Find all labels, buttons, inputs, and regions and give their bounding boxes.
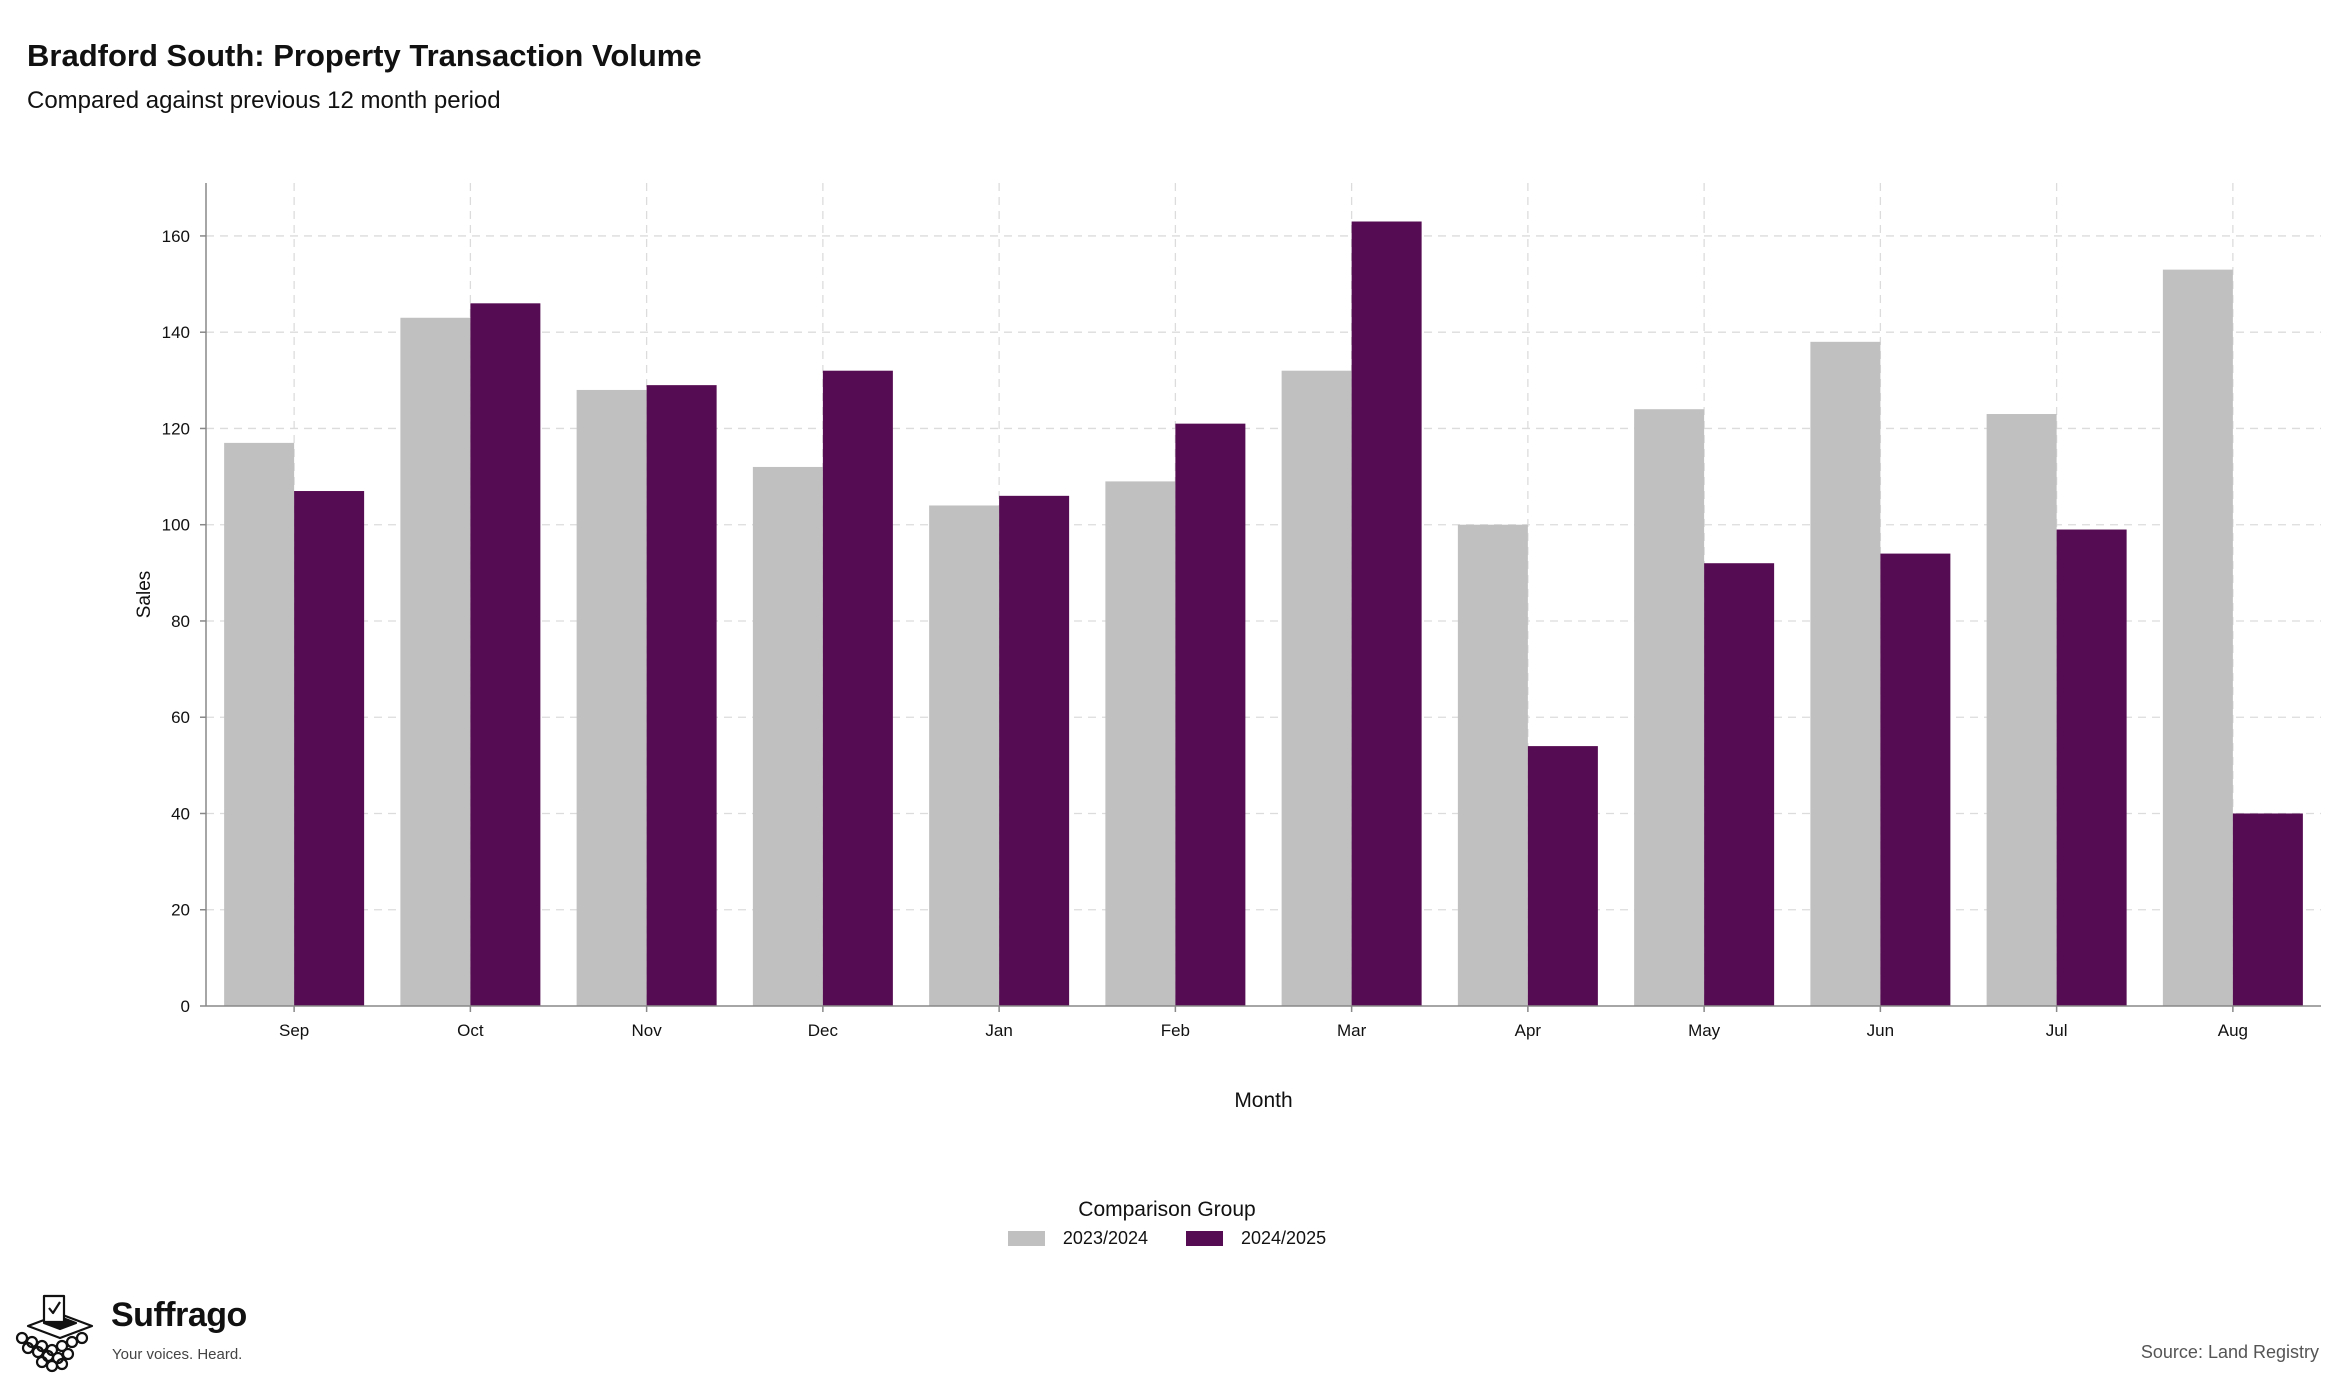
bar-2024-2025-jun	[1880, 553, 1951, 1006]
bar-2023-2024-sep	[224, 442, 295, 1006]
y-tick-label: 140	[162, 323, 190, 342]
legend-title: Comparison Group	[1078, 1198, 1256, 1221]
x-tick-label-jan: Jan	[985, 1021, 1012, 1040]
bars	[224, 221, 2303, 1006]
x-tick-label-may: May	[1688, 1021, 1721, 1040]
y-tick-label: 0	[181, 997, 190, 1016]
bar-2024-2025-jul	[2056, 529, 2127, 1006]
x-tick-label-jun: Jun	[1867, 1021, 1894, 1040]
bar-2023-2024-jul	[1986, 414, 2057, 1006]
bar-2024-2025-dec	[822, 370, 893, 1006]
x-tick-label-aug: Aug	[2218, 1021, 2248, 1040]
bar-2024-2025-apr	[1527, 746, 1598, 1006]
y-tick-label: 20	[171, 901, 190, 920]
bar-2024-2025-mar	[1351, 221, 1422, 1006]
bar-2023-2024-oct	[400, 317, 471, 1006]
x-tick-label-mar: Mar	[1337, 1021, 1367, 1040]
bar-2024-2025-nov	[646, 385, 717, 1006]
legend-label-2023-2024: 2023/2024	[1062, 1228, 1148, 1248]
ballot-box-icon	[15, 1294, 94, 1373]
legend-items: 2023/2024 2024/2025	[1007, 1228, 1326, 1249]
bar-2023-2024-jan	[929, 505, 1000, 1006]
x-tick-label-apr: Apr	[1515, 1021, 1542, 1040]
bar-2023-2024-aug	[2162, 269, 2233, 1006]
chart-title: Bradford South: Property Transaction Vol…	[27, 38, 702, 73]
bar-2023-2024-apr	[1457, 524, 1528, 1006]
x-tick-label-sep: Sep	[279, 1021, 309, 1040]
bar-2024-2025-jan	[999, 495, 1070, 1006]
y-tick-label: 60	[171, 708, 190, 727]
bar-2023-2024-mar	[1281, 370, 1352, 1006]
legend: Comparison Group 2023/2024 2024/2025	[0, 1198, 2334, 1251]
axes: 0 20 40 60 80 100 120 140 160 Sep Oct Nov Dec Jan Feb M…	[162, 183, 2321, 1040]
y-tick-label: 40	[171, 804, 190, 823]
y-tick-label: 80	[171, 612, 190, 631]
legend-swatch-2024-2025	[1186, 1231, 1223, 1246]
bar-2023-2024-may	[1634, 409, 1705, 1006]
bar-2024-2025-aug	[2232, 813, 2303, 1006]
y-tick-label: 120	[162, 419, 190, 438]
bar-2023-2024-nov	[576, 389, 647, 1006]
x-tick-label-jul: Jul	[2046, 1021, 2068, 1040]
y-tick-label: 100	[162, 516, 190, 535]
bar-2024-2025-oct	[470, 303, 541, 1006]
y-axis-title: Sales	[134, 571, 155, 619]
x-axis-title: Month	[1234, 1089, 1292, 1112]
legend-swatch-2023-2024	[1007, 1231, 1045, 1246]
x-tick-label-dec: Dec	[808, 1021, 839, 1040]
brand-logo: Suffrago Your voices. Heard.	[14, 1292, 254, 1373]
bar-2023-2024-feb	[1105, 481, 1176, 1006]
bar-2024-2025-feb	[1175, 423, 1246, 1006]
x-tick-label-feb: Feb	[1161, 1021, 1190, 1040]
legend-label-2024-2025: 2024/2025	[1241, 1228, 1327, 1248]
brand-name: Suffrago	[111, 1296, 247, 1334]
chart-subtitle: Compared against previous 12 month perio…	[27, 87, 501, 114]
brand-tagline: Your voices. Heard.	[112, 1346, 243, 1363]
x-tick-label-oct: Oct	[457, 1021, 484, 1040]
bar-2023-2024-dec	[752, 466, 823, 1006]
bar-2024-2025-sep	[294, 491, 365, 1006]
legend-item-2023-2024: 2023/2024	[1007, 1228, 1148, 1249]
x-tick-label-nov: Nov	[632, 1021, 663, 1040]
legend-item-2024-2025: 2024/2025	[1186, 1228, 1326, 1249]
y-tick-label: 160	[162, 227, 190, 246]
bar-2023-2024-jun	[1810, 341, 1881, 1006]
source-note: Source: Land Registry	[2140, 1342, 2319, 1362]
bar-2024-2025-may	[1704, 563, 1775, 1006]
